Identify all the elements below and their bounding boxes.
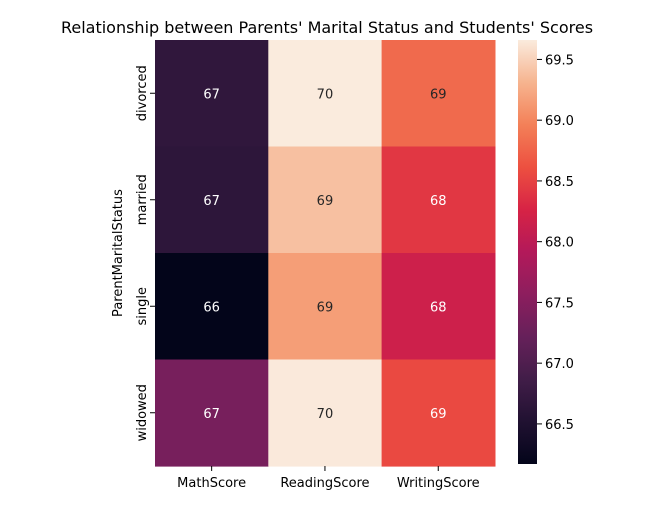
x-tick-label: WritingScore bbox=[397, 476, 480, 491]
colorbar-gradient bbox=[518, 40, 537, 464]
heatmap-cell bbox=[381, 359, 496, 467]
y-tick-label: divorced bbox=[135, 65, 150, 121]
heatmap-cell bbox=[268, 40, 383, 148]
y-axis: divorced married single widowed bbox=[135, 65, 155, 441]
cell-annotation: 69 bbox=[430, 87, 447, 102]
x-tick-label: MathScore bbox=[177, 476, 246, 491]
cell-annotation: 70 bbox=[317, 87, 334, 102]
y-tick-label: widowed bbox=[135, 384, 150, 441]
cell-annotation: 67 bbox=[203, 407, 220, 422]
y-tick-label: married bbox=[135, 174, 150, 225]
x-axis: MathScore ReadingScore WritingScore bbox=[177, 466, 480, 491]
heatmap-cell bbox=[268, 359, 383, 467]
heatmap-cell bbox=[381, 253, 496, 361]
cell-annotation: 69 bbox=[430, 407, 447, 422]
x-tick-label: ReadingScore bbox=[280, 476, 369, 491]
colorbar-tick-label: 69.0 bbox=[545, 114, 574, 129]
chart-title: Relationship between Parents' Marital St… bbox=[61, 18, 593, 37]
colorbar-tick-label: 66.5 bbox=[545, 418, 574, 433]
cell-annotation: 68 bbox=[430, 194, 447, 209]
colorbar-tick-label: 67.0 bbox=[545, 357, 574, 372]
heatmap-cell bbox=[155, 146, 269, 254]
heatmap-cell bbox=[155, 359, 269, 467]
heatmap-cell bbox=[381, 146, 496, 254]
cell-annotation: 66 bbox=[203, 300, 220, 315]
y-axis-label: ParentMaritalStatus bbox=[111, 189, 126, 317]
colorbar-tick-label: 68.5 bbox=[545, 175, 574, 190]
heatmap-cell bbox=[268, 253, 383, 361]
heatmap-cell bbox=[155, 40, 269, 148]
colorbar-tick-label: 68.0 bbox=[545, 236, 574, 251]
heatmap-cell bbox=[155, 253, 269, 361]
heatmap-cells: 67 70 69 67 69 68 66 69 68 67 70 69 bbox=[155, 40, 496, 467]
colorbar-tick-label: 67.5 bbox=[545, 296, 574, 311]
y-tick-label: single bbox=[135, 287, 150, 326]
cell-annotation: 69 bbox=[317, 300, 334, 315]
cell-annotation: 67 bbox=[203, 194, 220, 209]
cell-annotation: 68 bbox=[430, 300, 447, 315]
cell-annotation: 70 bbox=[317, 407, 334, 422]
heatmap-cell bbox=[268, 146, 383, 254]
cell-annotation: 67 bbox=[203, 87, 220, 102]
colorbar: 66.5 67.0 67.5 68.0 68.5 69.0 69.5 bbox=[518, 40, 574, 464]
cell-annotation: 69 bbox=[317, 194, 334, 209]
colorbar-tick-label: 69.5 bbox=[545, 53, 574, 68]
heatmap-cell bbox=[381, 40, 496, 148]
